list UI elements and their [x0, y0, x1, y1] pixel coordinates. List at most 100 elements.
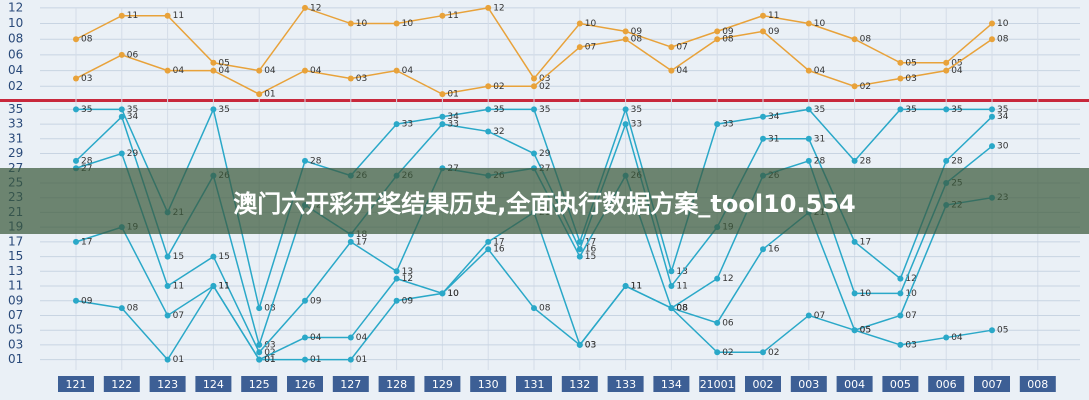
point	[439, 121, 446, 128]
point	[989, 113, 995, 120]
point	[622, 36, 629, 43]
point	[485, 246, 492, 253]
point	[73, 106, 79, 113]
data-label: 04	[218, 66, 230, 76]
data-label: 09	[402, 296, 414, 306]
x-tick-label: 21001	[700, 378, 735, 391]
x-tick-box	[195, 376, 232, 392]
y-tick-label: 02	[8, 79, 23, 93]
data-label: 28	[860, 156, 872, 166]
y-tick-label: 07	[8, 308, 23, 322]
data-label: 10	[356, 19, 368, 29]
data-label: 01	[264, 90, 275, 100]
data-label: 11	[127, 11, 138, 21]
point	[668, 44, 675, 51]
data-label: 11	[218, 282, 229, 292]
data-label: 12	[310, 3, 321, 13]
data-label: 07	[676, 43, 687, 53]
data-label: 08	[631, 35, 643, 45]
data-label: 11	[173, 11, 184, 21]
data-label: 35	[814, 105, 825, 115]
point	[118, 150, 125, 157]
point	[851, 83, 858, 90]
point	[164, 67, 171, 74]
data-label: 08	[997, 35, 1009, 45]
point	[576, 20, 583, 27]
point	[851, 290, 858, 297]
point	[73, 297, 79, 304]
data-label: 16	[768, 245, 780, 255]
point	[805, 157, 812, 164]
point	[714, 121, 721, 128]
x-tick-box	[287, 376, 323, 392]
data-label: 35	[539, 105, 550, 115]
data-label: 02	[264, 348, 275, 358]
x-tick-label: 133	[615, 378, 636, 391]
y-tick-label: 11	[8, 279, 23, 293]
data-label: 11	[676, 282, 687, 292]
point	[989, 36, 995, 43]
x-tick-label: 128	[386, 378, 407, 391]
data-label: 02	[768, 348, 779, 358]
x-tick-label: 123	[157, 378, 178, 391]
data-label: 05	[860, 326, 871, 336]
y-tick-label: 06	[8, 47, 23, 61]
point	[897, 341, 904, 348]
data-label: 16	[493, 245, 505, 255]
point	[622, 283, 629, 290]
y-tick-label: 10	[8, 16, 23, 30]
point	[943, 157, 950, 164]
x-tick-box	[836, 376, 873, 392]
point	[347, 238, 354, 245]
y-tick-label: 12	[8, 0, 23, 14]
point	[897, 290, 904, 297]
point	[485, 4, 492, 11]
x-tick-label: 122	[111, 378, 132, 391]
y-tick-label: 29	[8, 146, 23, 160]
x-tick-box	[332, 376, 369, 392]
point	[485, 83, 492, 90]
data-label: 17	[356, 237, 367, 247]
data-label: 16	[585, 245, 597, 255]
point	[897, 312, 904, 319]
x-tick-label: 124	[203, 378, 224, 391]
data-label: 05	[218, 58, 229, 68]
point	[393, 268, 400, 275]
data-label: 01	[447, 90, 458, 100]
data-label: 35	[631, 105, 642, 115]
point	[118, 113, 125, 120]
data-label: 29	[127, 149, 139, 159]
data-label: 33	[722, 120, 733, 130]
x-tick-label: 127	[340, 378, 361, 391]
x-tick-box	[607, 376, 644, 392]
point	[302, 297, 308, 304]
data-label: 09	[81, 296, 93, 306]
point	[760, 349, 766, 356]
x-tick-box	[1019, 376, 1056, 392]
data-label: 04	[310, 66, 322, 76]
x-tick-label: 134	[661, 378, 682, 391]
point	[118, 305, 125, 312]
x-tick-box	[378, 376, 415, 392]
data-label: 32	[493, 127, 504, 137]
data-label: 06	[722, 318, 734, 328]
data-label: 04	[814, 66, 826, 76]
data-label: 12	[493, 3, 504, 13]
y-tick-label: 33	[8, 117, 23, 131]
data-label: 01	[264, 355, 275, 365]
data-label: 08	[539, 304, 551, 314]
data-label: 35	[218, 105, 229, 115]
point	[393, 67, 400, 74]
data-label: 03	[905, 74, 916, 84]
point	[73, 36, 79, 43]
data-label: 35	[951, 105, 962, 115]
point	[897, 275, 904, 282]
point	[576, 44, 583, 51]
x-tick-label: 005	[890, 378, 911, 391]
x-tick-label: 003	[798, 378, 819, 391]
data-label: 07	[814, 311, 825, 321]
y-tick-label: 03	[8, 337, 23, 351]
data-label: 10	[447, 289, 459, 299]
data-label: 03	[81, 74, 92, 84]
data-label: 34	[127, 112, 139, 122]
